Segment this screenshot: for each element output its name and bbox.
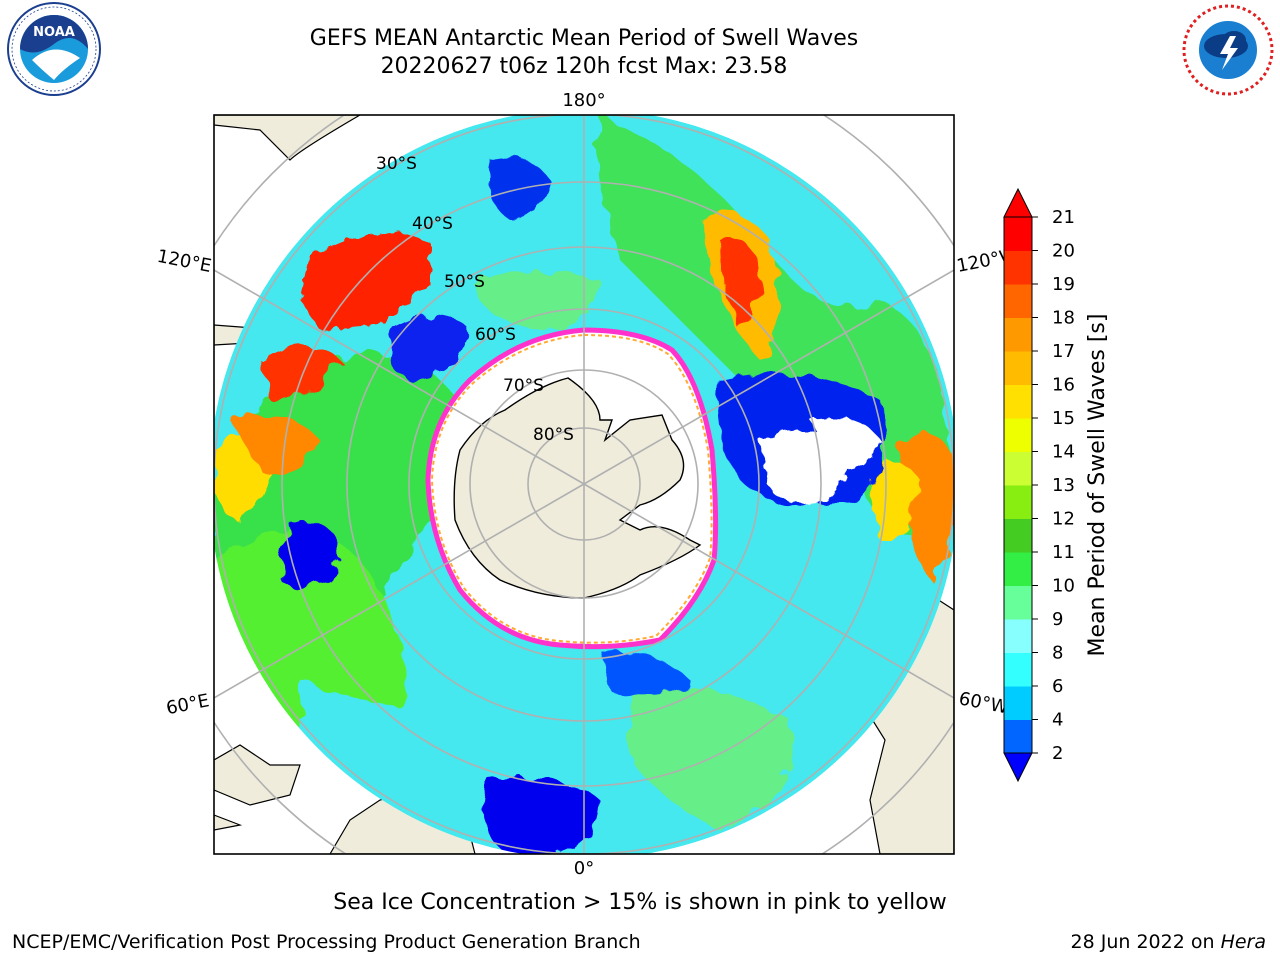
colorbar-segment: [1004, 384, 1032, 419]
footer-host: Hera: [1220, 931, 1266, 953]
footer-credit: NCEP/EMC/Verification Post Processing Pr…: [12, 931, 641, 953]
colorbar-tick-label: 11: [1052, 542, 1075, 563]
footer-date-text: 28 Jun 2022 on: [1070, 931, 1221, 953]
colorbar-segment: [1004, 652, 1032, 687]
lon-label-bottom: 0°: [574, 858, 594, 879]
chart-subtitle: 20220627 t06z 120h fcst Max: 23.58: [380, 54, 788, 79]
sea-ice-caption: Sea Ice Concentration > 15% is shown in …: [333, 890, 947, 915]
colorbar-label: Mean Period of Swell Waves [s]: [1085, 314, 1110, 657]
colorbar-segment: [1004, 619, 1032, 653]
colorbar-tick-label: 13: [1052, 475, 1075, 496]
colorbar-segment: [1004, 585, 1032, 620]
colorbar-segment: [1004, 217, 1032, 251]
footer-date: 28 Jun 2022 on Hera: [1071, 931, 1266, 953]
colorbar-segment: [1004, 284, 1032, 318]
colorbar-tick-label: 15: [1052, 408, 1075, 429]
colorbar-segment: [1004, 451, 1032, 486]
chart-title: GEFS MEAN Antarctic Mean Period of Swell…: [309, 26, 859, 51]
lon-label-top: 180°: [562, 90, 605, 111]
colorbar-segment: [1004, 351, 1032, 385]
noaa-logo: NOAA: [7, 2, 101, 96]
colorbar-segment: [1004, 485, 1032, 519]
svg-text:NOAA: NOAA: [33, 25, 75, 40]
colorbar-segment: [1004, 418, 1032, 452]
colorbar-tick-label: 19: [1052, 274, 1075, 295]
colorbar-segment: [1004, 686, 1032, 720]
map-frame: [213, 114, 955, 855]
colorbar-tick-label: 2: [1052, 743, 1063, 764]
colorbar-tick-label: 8: [1052, 643, 1063, 664]
colorbar-tick-label: 4: [1052, 710, 1063, 731]
lat-label-30: 30°S: [376, 154, 417, 174]
colorbar-segment: [1004, 317, 1032, 352]
colorbar-segment: [1004, 250, 1032, 285]
colorbar-tick-label: 18: [1052, 308, 1075, 329]
colorbar-segment: [1004, 552, 1032, 586]
colorbar-tick-label: 21: [1052, 207, 1075, 228]
colorbar-tick-label: 14: [1052, 442, 1075, 463]
colorbar-extend-min: [1003, 752, 1033, 783]
colorbar-tick-label: 20: [1052, 241, 1075, 262]
colorbar-tick-label: 12: [1052, 509, 1075, 530]
colorbar-tick-label: 10: [1052, 576, 1075, 597]
lat-label-80: 80°S: [533, 425, 574, 445]
colorbar-tick-label: 17: [1052, 341, 1075, 362]
lat-label-70: 70°S: [503, 376, 544, 396]
graticule: [214, 115, 954, 854]
lat-label-40: 40°S: [412, 214, 453, 234]
colorbar-tick-label: 16: [1052, 375, 1075, 396]
colorbar-segment: [1004, 719, 1032, 754]
colorbar-tick-label: 9: [1052, 609, 1063, 630]
lat-label-60: 60°S: [475, 325, 516, 345]
colorbar-tick-label: 6: [1052, 676, 1063, 697]
nws-logo: [1182, 4, 1274, 96]
lat-label-50: 50°S: [444, 272, 485, 292]
colorbar-segment: [1004, 518, 1032, 553]
colorbar-extend-max: [1003, 187, 1033, 218]
